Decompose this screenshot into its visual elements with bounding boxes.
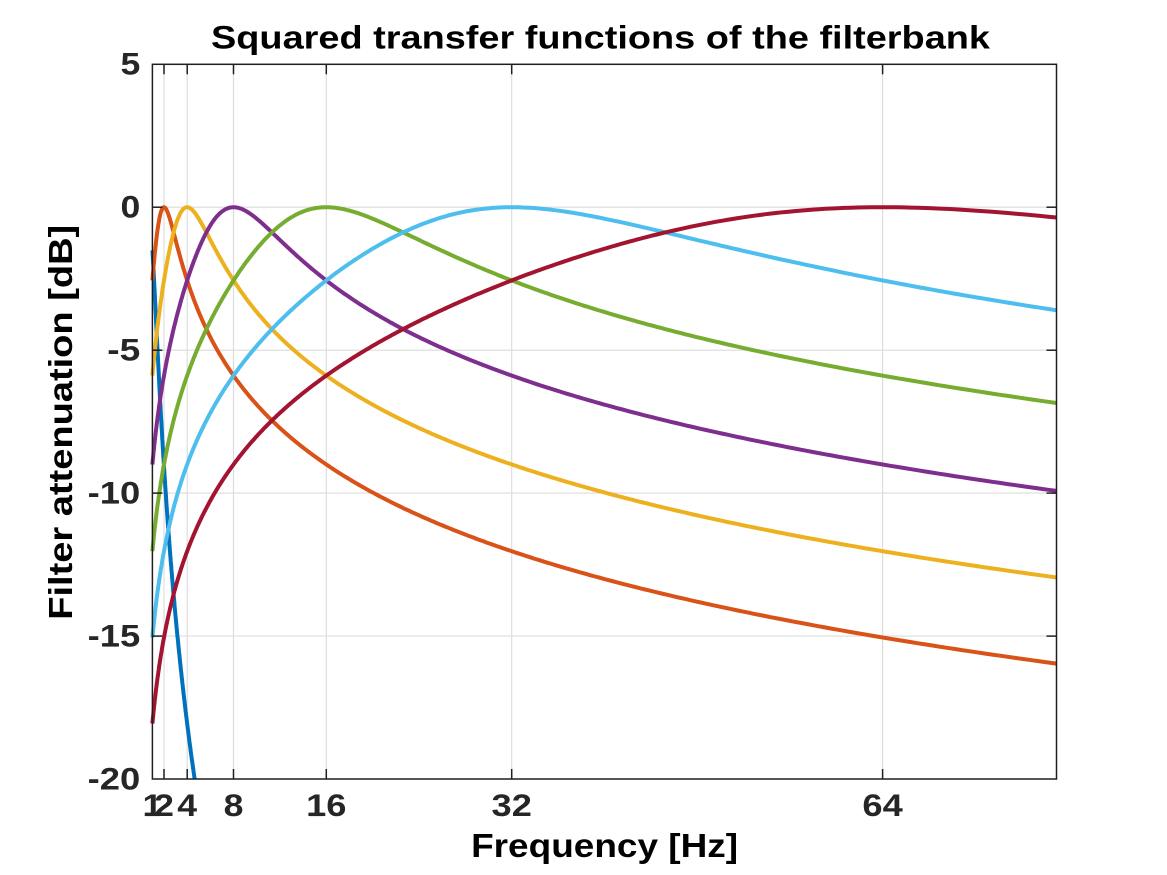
svg-text:8: 8 <box>224 787 244 823</box>
svg-text:32: 32 <box>492 787 532 823</box>
svg-text:64: 64 <box>862 787 903 823</box>
svg-text:-15: -15 <box>88 618 141 654</box>
svg-text:2: 2 <box>154 787 174 823</box>
svg-text:Squared transfer functions of: Squared transfer functions of the filter… <box>211 19 991 56</box>
svg-text:Frequency [Hz]: Frequency [Hz] <box>471 828 738 865</box>
svg-text:4: 4 <box>177 787 197 823</box>
svg-text:-20: -20 <box>88 760 141 796</box>
svg-text:0: 0 <box>121 189 141 225</box>
svg-text:5: 5 <box>121 46 141 82</box>
svg-text:-5: -5 <box>107 332 140 368</box>
svg-text:-10: -10 <box>88 475 141 511</box>
svg-text:Filter attenuation [dB]: Filter attenuation [dB] <box>43 225 80 620</box>
svg-text:16: 16 <box>306 787 346 823</box>
